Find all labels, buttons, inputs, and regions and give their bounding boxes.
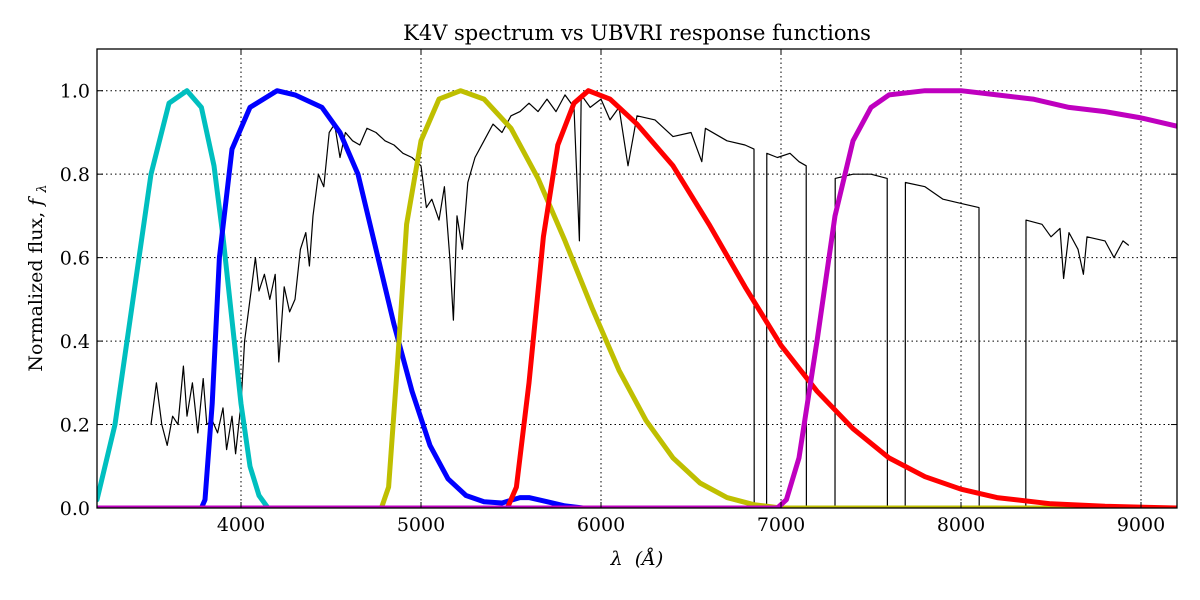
y-axis-label: Normalized flux, f λ [25, 184, 50, 371]
x-tick-label: 5000 [397, 514, 445, 536]
spectrum-line [150, 94, 1129, 508]
y-tick-label: 0.2 [60, 415, 90, 437]
axis-ticks: 4000 5000 6000 7000 8000 9000 0.0 0.2 0.4 0.6 0.8 1… [60, 49, 1177, 536]
plot-area [97, 88, 1177, 508]
axes-frame [96, 48, 1178, 509]
y-axis-label-subscript: λ [35, 184, 50, 193]
x-tick-label: 9000 [1117, 514, 1165, 536]
x-tick-label: 7000 [757, 514, 805, 536]
filter-response-curve [97, 88, 1177, 508]
x-axis-label-symbol: λ [610, 548, 623, 570]
y-axis-label-symbol: f [25, 196, 47, 208]
filter-response-curve [97, 88, 1177, 508]
filter-response-curve [97, 88, 1177, 508]
x-tick-label: 8000 [937, 514, 985, 536]
y-axis-label-text: Normalized flux, [25, 206, 47, 372]
chart-title: K4V spectrum vs UBVRI response functions [403, 21, 871, 45]
filter-response-curve [97, 88, 1177, 508]
x-axis-label: λ (Å) [610, 548, 664, 570]
x-axis-label-unit: (Å) [635, 548, 664, 570]
y-tick-label: 0.4 [60, 331, 90, 353]
y-tick-label: 0.6 [60, 248, 90, 270]
y-tick-label: 0.8 [60, 164, 90, 186]
y-tick-label: 1.0 [60, 81, 90, 103]
y-tick-label: 0.0 [60, 498, 90, 520]
x-tick-label: 4000 [217, 514, 265, 536]
filter-response-curve [97, 88, 1177, 508]
x-tick-label: 6000 [577, 514, 625, 536]
